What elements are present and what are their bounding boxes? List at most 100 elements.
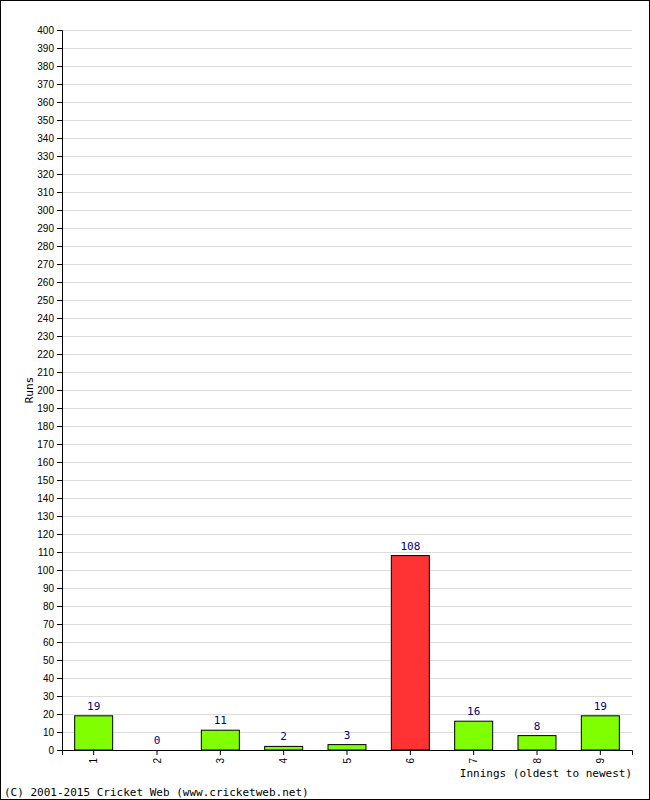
grid-line [62, 390, 632, 391]
tick: 330 [37, 151, 62, 162]
tick-label: 4 [278, 758, 289, 764]
tick-label: 50 [43, 655, 55, 666]
tick: 7 [468, 750, 479, 764]
tick-label: 10 [43, 727, 55, 738]
tick-mark [57, 642, 62, 643]
tick-mark [57, 426, 62, 427]
tick-mark [537, 750, 538, 755]
grid-line [62, 498, 632, 499]
tick-label: 110 [38, 547, 54, 558]
grid-line [62, 444, 632, 445]
tick-label: 30 [43, 691, 55, 702]
grid-line [62, 678, 632, 679]
data-label: 2 [280, 730, 287, 743]
tick-mark [57, 660, 62, 661]
tick-label: 310 [37, 187, 54, 198]
tick-label: 0 [48, 745, 54, 756]
grid-line [62, 462, 632, 463]
tick-label: 230 [37, 331, 54, 342]
tick: 80 [43, 601, 62, 612]
tick-mark [57, 120, 62, 121]
tick: 6 [405, 750, 416, 764]
tick-label: 8 [532, 758, 543, 764]
y-axis-title: Runs [23, 377, 36, 404]
grid-line [62, 624, 632, 625]
tick-label: 220 [37, 349, 54, 360]
bar [518, 736, 556, 750]
grid-line [62, 174, 632, 175]
tick-label: 250 [37, 295, 54, 306]
grid-line [62, 156, 632, 157]
tick-mark [57, 678, 62, 679]
grid-line [62, 120, 632, 121]
tick-mark [93, 750, 94, 755]
tick-label: 390 [37, 43, 54, 54]
grid-line [62, 246, 632, 247]
data-label: 8 [534, 720, 541, 733]
tick: 30 [43, 691, 62, 702]
tick-label: 380 [37, 61, 54, 72]
tick: 1 [88, 750, 99, 764]
bar [201, 730, 239, 750]
tick-label: 100 [37, 565, 54, 576]
grid-line [62, 264, 632, 265]
tick-label: 290 [37, 223, 54, 234]
data-label: 11 [214, 714, 227, 727]
grid-line [62, 138, 632, 139]
chart: 0102030405060708090100110120130140150160… [0, 0, 650, 800]
y-axis: 0102030405060708090100110120130140150160… [37, 25, 62, 756]
tick: 60 [43, 637, 62, 648]
tick-label: 90 [43, 583, 55, 594]
tick-label: 210 [37, 367, 54, 378]
grid-line [62, 570, 632, 571]
tick-mark [57, 606, 62, 607]
tick-mark [57, 750, 62, 751]
tick-mark [157, 750, 158, 755]
data-labels: 190112310816819 [87, 540, 607, 747]
bar [265, 746, 303, 750]
tick-mark [57, 588, 62, 589]
tick: 400 [37, 25, 62, 36]
tick: 290 [37, 223, 62, 234]
tick: 4 [278, 750, 289, 764]
bar [75, 716, 113, 750]
tick: 200 [37, 385, 62, 396]
tick: 300 [37, 205, 62, 216]
tick: 250 [37, 295, 62, 306]
annotation: (C) 2001-2015 Cricket Web (www.cricketwe… [4, 786, 309, 799]
tick-label: 6 [405, 758, 416, 764]
tick: 130 [37, 511, 62, 522]
grid-line [62, 516, 632, 517]
grid-line [62, 714, 632, 715]
x-axis: 123456789 [63, 750, 633, 764]
tick-label: 180 [37, 421, 54, 432]
tick-mark [57, 408, 62, 409]
x-axis-title: Innings (oldest to newest) [460, 767, 632, 780]
tick-mark [57, 246, 62, 247]
bars [75, 556, 620, 750]
tick-label: 2 [152, 758, 163, 764]
tick: 150 [37, 475, 62, 486]
tick: 240 [37, 313, 62, 324]
tick-mark [57, 30, 62, 31]
grid-line [62, 30, 632, 31]
tick: 280 [37, 241, 62, 252]
axis-line [63, 751, 633, 756]
tick-label: 130 [37, 511, 54, 522]
tick: 100 [37, 565, 62, 576]
tick-mark [57, 354, 62, 355]
tick-mark [57, 336, 62, 337]
tick-label: 140 [37, 493, 54, 504]
tick: 120 [37, 529, 62, 540]
tick-mark [57, 174, 62, 175]
bar [328, 745, 366, 750]
tick: 210 [37, 367, 62, 378]
grid-line [62, 102, 632, 103]
grid-line [62, 336, 632, 337]
tick-mark [57, 318, 62, 319]
data-label: 108 [400, 540, 420, 553]
tick-label: 160 [37, 457, 54, 468]
tick-mark [600, 750, 601, 755]
tick-label: 170 [37, 439, 54, 450]
tick-label: 270 [37, 259, 54, 270]
